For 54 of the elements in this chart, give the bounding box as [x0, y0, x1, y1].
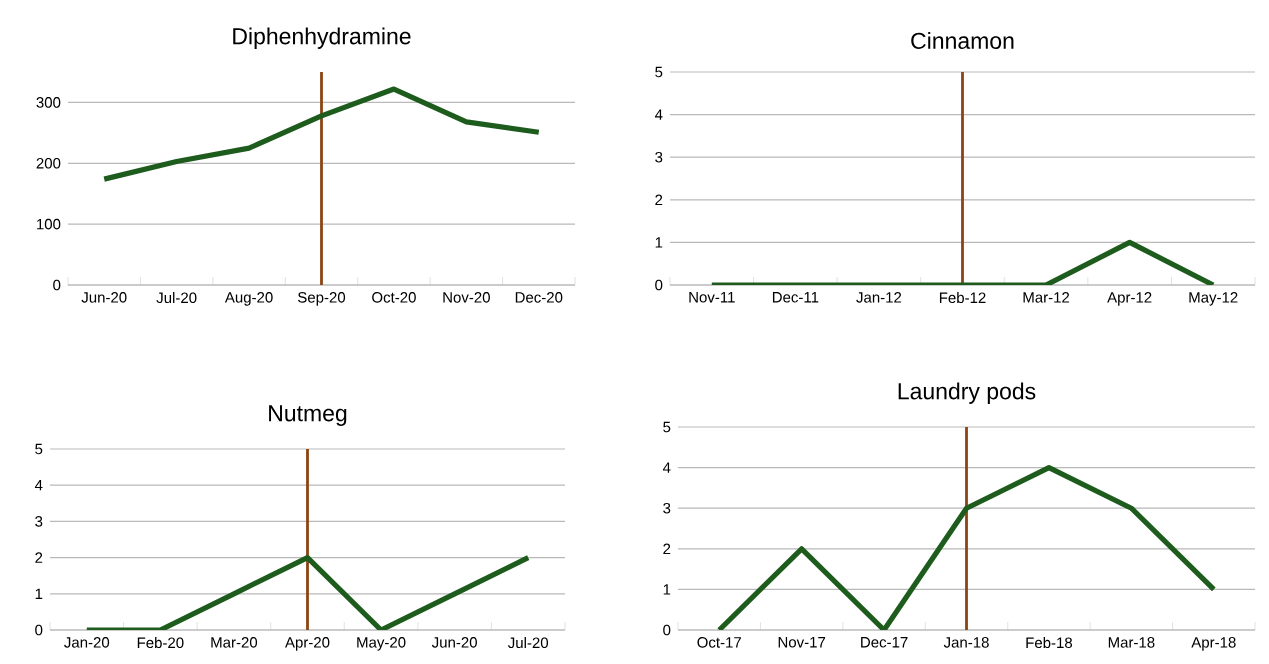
- y-tick-label: 1: [35, 588, 43, 599]
- x-tick-label: Nov-11: [689, 292, 735, 303]
- y-tick-label: 0: [655, 279, 663, 291]
- y-tick-label: 2: [663, 543, 671, 555]
- x-tick-label: May-12: [1189, 292, 1238, 306]
- x-tick-label: Jul-20: [508, 637, 549, 649]
- x-tick-label: Jun-20: [81, 292, 127, 303]
- y-tick-label: 2: [655, 194, 663, 206]
- y-tick-label: 4: [662, 462, 671, 473]
- x-tick-label: May-20: [357, 637, 406, 651]
- y-tick-label: 4: [654, 109, 663, 120]
- y-tick-label: 1: [655, 237, 663, 248]
- x-tick-label: Jan-18: [943, 637, 989, 648]
- y-tick-label: 5: [663, 421, 671, 433]
- y-tick-label: 1: [663, 584, 671, 595]
- x-tick-label: Dec-20: [515, 292, 563, 303]
- x-tick-label: Dec-17: [861, 637, 908, 648]
- x-tick-label: Oct-17: [697, 637, 741, 648]
- x-tick-label: Oct-20: [372, 292, 416, 303]
- x-tick-label: Feb-18: [1026, 637, 1073, 649]
- x-tick-label: Apr-20: [285, 637, 330, 651]
- y-tick-label: 100: [37, 218, 61, 230]
- x-tick-label: Apr-12: [1107, 292, 1152, 306]
- y-tick-label: 0: [663, 624, 671, 636]
- y-tick-label: 5: [35, 443, 43, 455]
- chart-title: Nutmeg: [269, 405, 347, 426]
- x-tick-label: Dec-11: [772, 292, 819, 303]
- x-tick-label: Mar-18: [1108, 637, 1155, 648]
- x-tick-label: Aug-20: [224, 292, 273, 306]
- y-tick-label: 0: [35, 624, 43, 636]
- x-tick-label: Jan-20: [64, 637, 110, 648]
- x-tick-label: Jan-12: [856, 292, 902, 303]
- chart-title: Diphenhydramine: [233, 27, 411, 49]
- y-tick-label: 300: [36, 97, 61, 108]
- chart-title: Laundry pods: [898, 382, 1036, 404]
- x-tick-label: Jun-20: [431, 637, 477, 648]
- y-tick-label: 2: [35, 552, 43, 563]
- x-tick-label: Nov-17: [778, 637, 826, 648]
- y-tick-label: 3: [35, 516, 43, 527]
- y-tick-label: 3: [655, 151, 663, 163]
- chart-title: Cinnamon: [911, 32, 1014, 49]
- x-tick-label: Sep-20: [298, 292, 346, 306]
- x-tick-label: Apr-18: [1191, 637, 1236, 651]
- x-tick-label: Mar-12: [1023, 292, 1070, 303]
- x-tick-label: Jul-20: [156, 292, 197, 304]
- y-tick-label: 200: [36, 157, 61, 169]
- y-tick-label: 0: [53, 279, 61, 291]
- y-tick-label: 4: [34, 480, 43, 491]
- x-tick-label: Nov-20: [443, 292, 490, 303]
- x-tick-label: Mar-20: [211, 637, 258, 648]
- y-tick-label: 5: [655, 66, 663, 78]
- x-tick-label: Feb-20: [137, 637, 184, 649]
- y-tick-label: 3: [663, 502, 671, 514]
- x-tick-label: Feb-12: [939, 292, 986, 304]
